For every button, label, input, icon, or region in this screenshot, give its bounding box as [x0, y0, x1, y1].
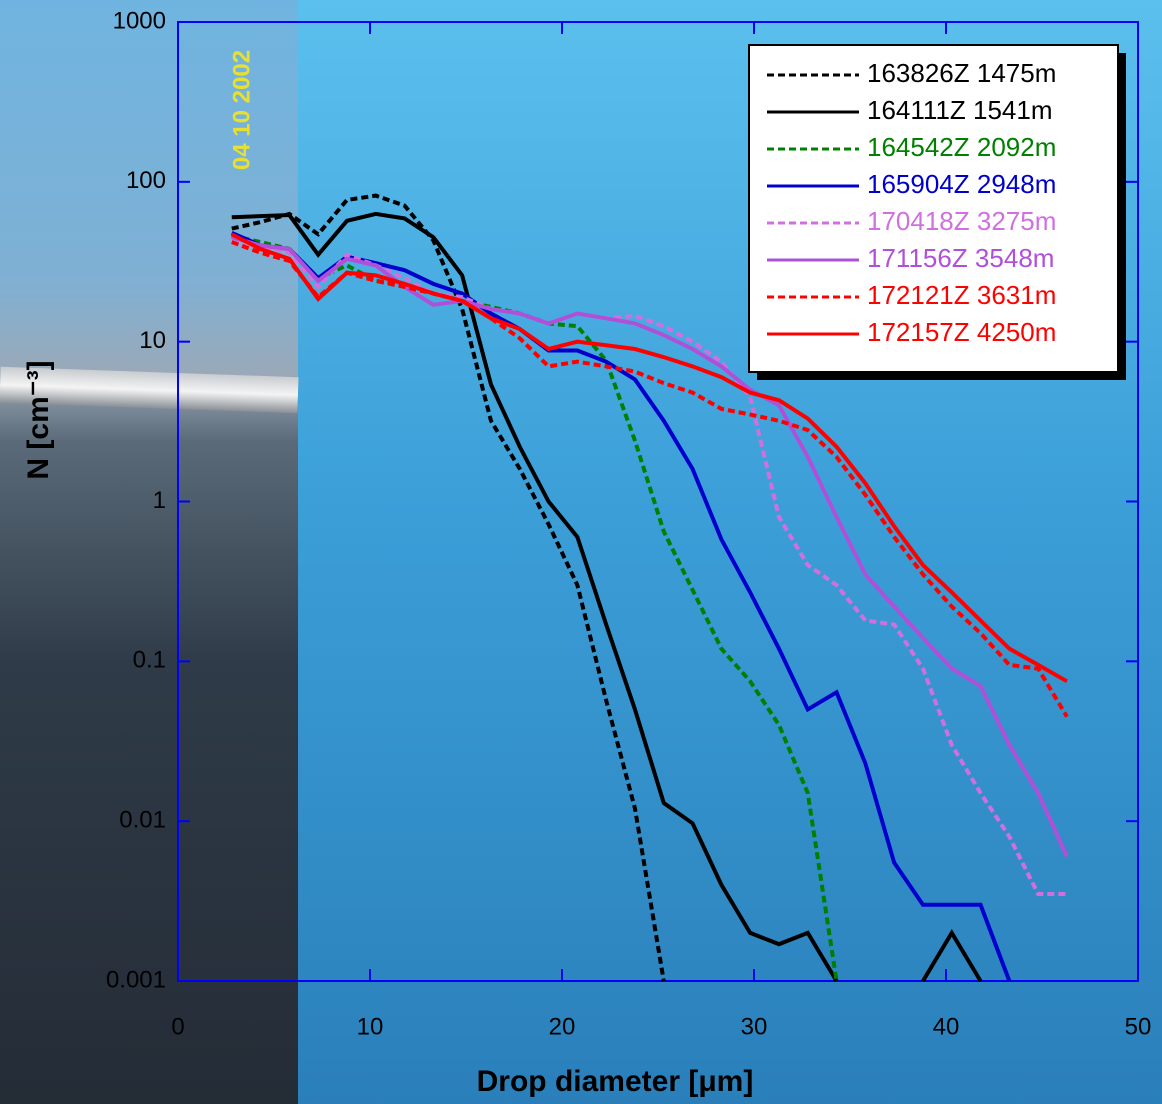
legend-label: 165904Z 2948m: [867, 169, 1056, 199]
y-tick-label: 1: [153, 487, 166, 514]
background-photo: [0, 0, 299, 1104]
legend-label: 164111Z 1541m: [867, 95, 1053, 125]
legend-label: 163826Z 1475m: [867, 58, 1056, 88]
x-tick-label: 0: [171, 1013, 184, 1040]
legend-label: 170418Z 3275m: [867, 206, 1056, 236]
legend-box: [748, 44, 1119, 373]
x-axis-label: Drop diameter [μm]: [477, 1065, 754, 1098]
y-tick-label: 0.01: [119, 807, 166, 834]
y-tick-label: 100: [126, 167, 166, 194]
y-tick-label: 10: [139, 327, 166, 354]
x-tick-label: 30: [741, 1013, 768, 1040]
y-axis-label: N [cm⁻³]: [22, 360, 55, 479]
x-tick-label: 10: [357, 1013, 384, 1040]
legend-label: 171156Z 3548m: [867, 243, 1054, 273]
legend: 163826Z 1475m 164111Z 1541m 164542Z 2092m 1…: [748, 44, 1126, 380]
legend-label: 172157Z 4250m: [867, 317, 1056, 347]
legend-label: 172121Z 3631m: [867, 280, 1056, 310]
x-tick-label: 50: [1125, 1013, 1152, 1040]
series-line: [230, 232, 1068, 684]
x-tick-label: 40: [933, 1013, 960, 1040]
series-line: [231, 193, 666, 982]
photo-stamp: 04 10 2002: [228, 50, 255, 170]
series-line: [231, 240, 1069, 718]
series-line: [231, 240, 1067, 897]
y-tick-label: 0.1: [133, 647, 166, 674]
x-tick-label: 20: [549, 1013, 576, 1040]
y-tick-label: 0.001: [106, 966, 166, 993]
legend-label: 164542Z 2092m: [867, 132, 1056, 162]
series-line: [231, 233, 839, 982]
series-line: [231, 211, 983, 983]
y-tick-label: 1000: [113, 7, 166, 34]
series-line: [231, 235, 1069, 858]
